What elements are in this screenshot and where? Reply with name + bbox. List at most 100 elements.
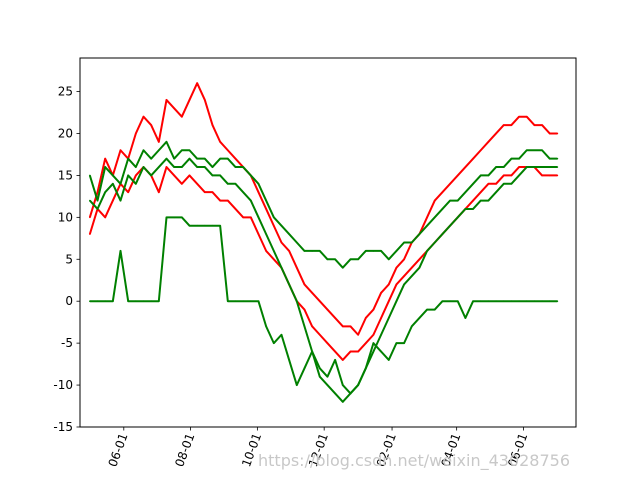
series-1-point — [426, 216, 428, 219]
series-3-point — [250, 174, 252, 177]
series-1-point — [257, 191, 260, 193]
series-4-point — [273, 250, 275, 252]
series-2-point — [211, 191, 214, 193]
series-3 — [88, 140, 559, 269]
series-5-point — [372, 342, 375, 344]
series-2-point — [372, 333, 375, 336]
series-4-point — [326, 384, 329, 386]
series-2-point — [257, 233, 260, 235]
series-1-point — [334, 317, 336, 319]
series-2-point — [387, 300, 390, 303]
series-3-point — [349, 258, 352, 261]
series-5-point — [196, 224, 198, 227]
series-1 — [88, 82, 559, 336]
series-4-point — [119, 199, 122, 202]
series-1-point — [326, 308, 329, 311]
series-4-point — [387, 317, 390, 319]
series-3-point — [135, 166, 137, 168]
series-1-point — [219, 141, 221, 143]
series-3-point — [158, 149, 160, 152]
series-2-point — [502, 174, 505, 177]
series-3-point — [96, 199, 99, 202]
series-4-point — [104, 191, 106, 193]
series-3-point — [104, 166, 106, 168]
series-4-point — [127, 174, 129, 177]
series-5-point — [449, 300, 451, 303]
series-5-point — [295, 384, 298, 386]
series-1-point — [234, 157, 237, 160]
series-1-point — [387, 283, 390, 286]
series-5-point — [380, 350, 382, 353]
series-3-point — [334, 258, 336, 261]
series-5-point — [250, 300, 252, 303]
series-4-point — [372, 350, 375, 353]
series-3-point — [418, 233, 421, 235]
series-4-point — [449, 224, 451, 227]
series-2-point — [334, 350, 336, 353]
series-4-point — [142, 166, 145, 168]
series-5-point — [495, 300, 497, 303]
series-3-point — [265, 199, 267, 202]
series-1-point — [357, 333, 359, 336]
series-5-point — [334, 359, 336, 361]
series-3-point — [464, 191, 467, 193]
series-2-point — [326, 342, 329, 344]
series-4-point — [464, 208, 467, 210]
series-5-point — [518, 300, 520, 303]
series-3-point — [242, 166, 244, 168]
series-3-point — [472, 183, 474, 185]
watermark-text: https://blog.csdn.net/weixin_43028756 — [258, 451, 570, 471]
series-3-point — [127, 157, 129, 160]
series-4-point — [341, 401, 344, 403]
series-3-point — [380, 250, 382, 252]
series-5-point — [204, 224, 206, 227]
series-5-point — [96, 300, 99, 303]
series-1-point — [487, 141, 490, 143]
series-3-point — [403, 241, 405, 244]
series-5-point — [433, 308, 436, 311]
series-2-point — [311, 325, 313, 328]
series-5-point — [472, 300, 474, 303]
series-1-point — [318, 300, 321, 303]
series-3-point — [479, 174, 482, 177]
series-2-point — [242, 216, 244, 219]
series-1-point — [96, 191, 99, 193]
series-3-point — [387, 258, 390, 261]
series-4-point — [418, 266, 421, 269]
series-4-point — [395, 300, 398, 303]
series-5-point — [265, 325, 267, 328]
series-1-point — [196, 82, 198, 84]
series-5-point — [288, 359, 290, 361]
series-4-point — [433, 241, 436, 244]
series-1-point — [372, 308, 375, 311]
series-3-point — [426, 224, 428, 227]
series-2-point — [380, 317, 382, 319]
series-5-point — [533, 300, 536, 303]
series-2-point — [548, 174, 551, 177]
series-1-point — [89, 216, 91, 219]
series-3-point — [372, 250, 375, 252]
series-1-point — [556, 132, 559, 135]
series-3-point — [227, 157, 229, 160]
series-5-point — [219, 224, 221, 227]
series-5-point — [142, 300, 145, 303]
series-2-line — [88, 166, 558, 361]
series-3-point — [510, 157, 513, 160]
series-2-point — [188, 174, 191, 177]
y-tick-label: -15 — [53, 420, 73, 434]
series-4-point — [502, 183, 505, 185]
series-4-point — [479, 199, 482, 202]
series-2-point — [250, 216, 252, 219]
series-4-point — [487, 199, 490, 202]
series-4-point — [112, 183, 114, 185]
series-4-point — [548, 166, 551, 168]
series-3-point — [318, 250, 321, 252]
series-3-point — [219, 157, 221, 160]
series-1-point — [533, 124, 536, 126]
series-5-point — [441, 300, 444, 303]
series-3-point — [288, 233, 290, 235]
series-2-point — [112, 199, 114, 202]
series-2-point — [89, 233, 91, 235]
